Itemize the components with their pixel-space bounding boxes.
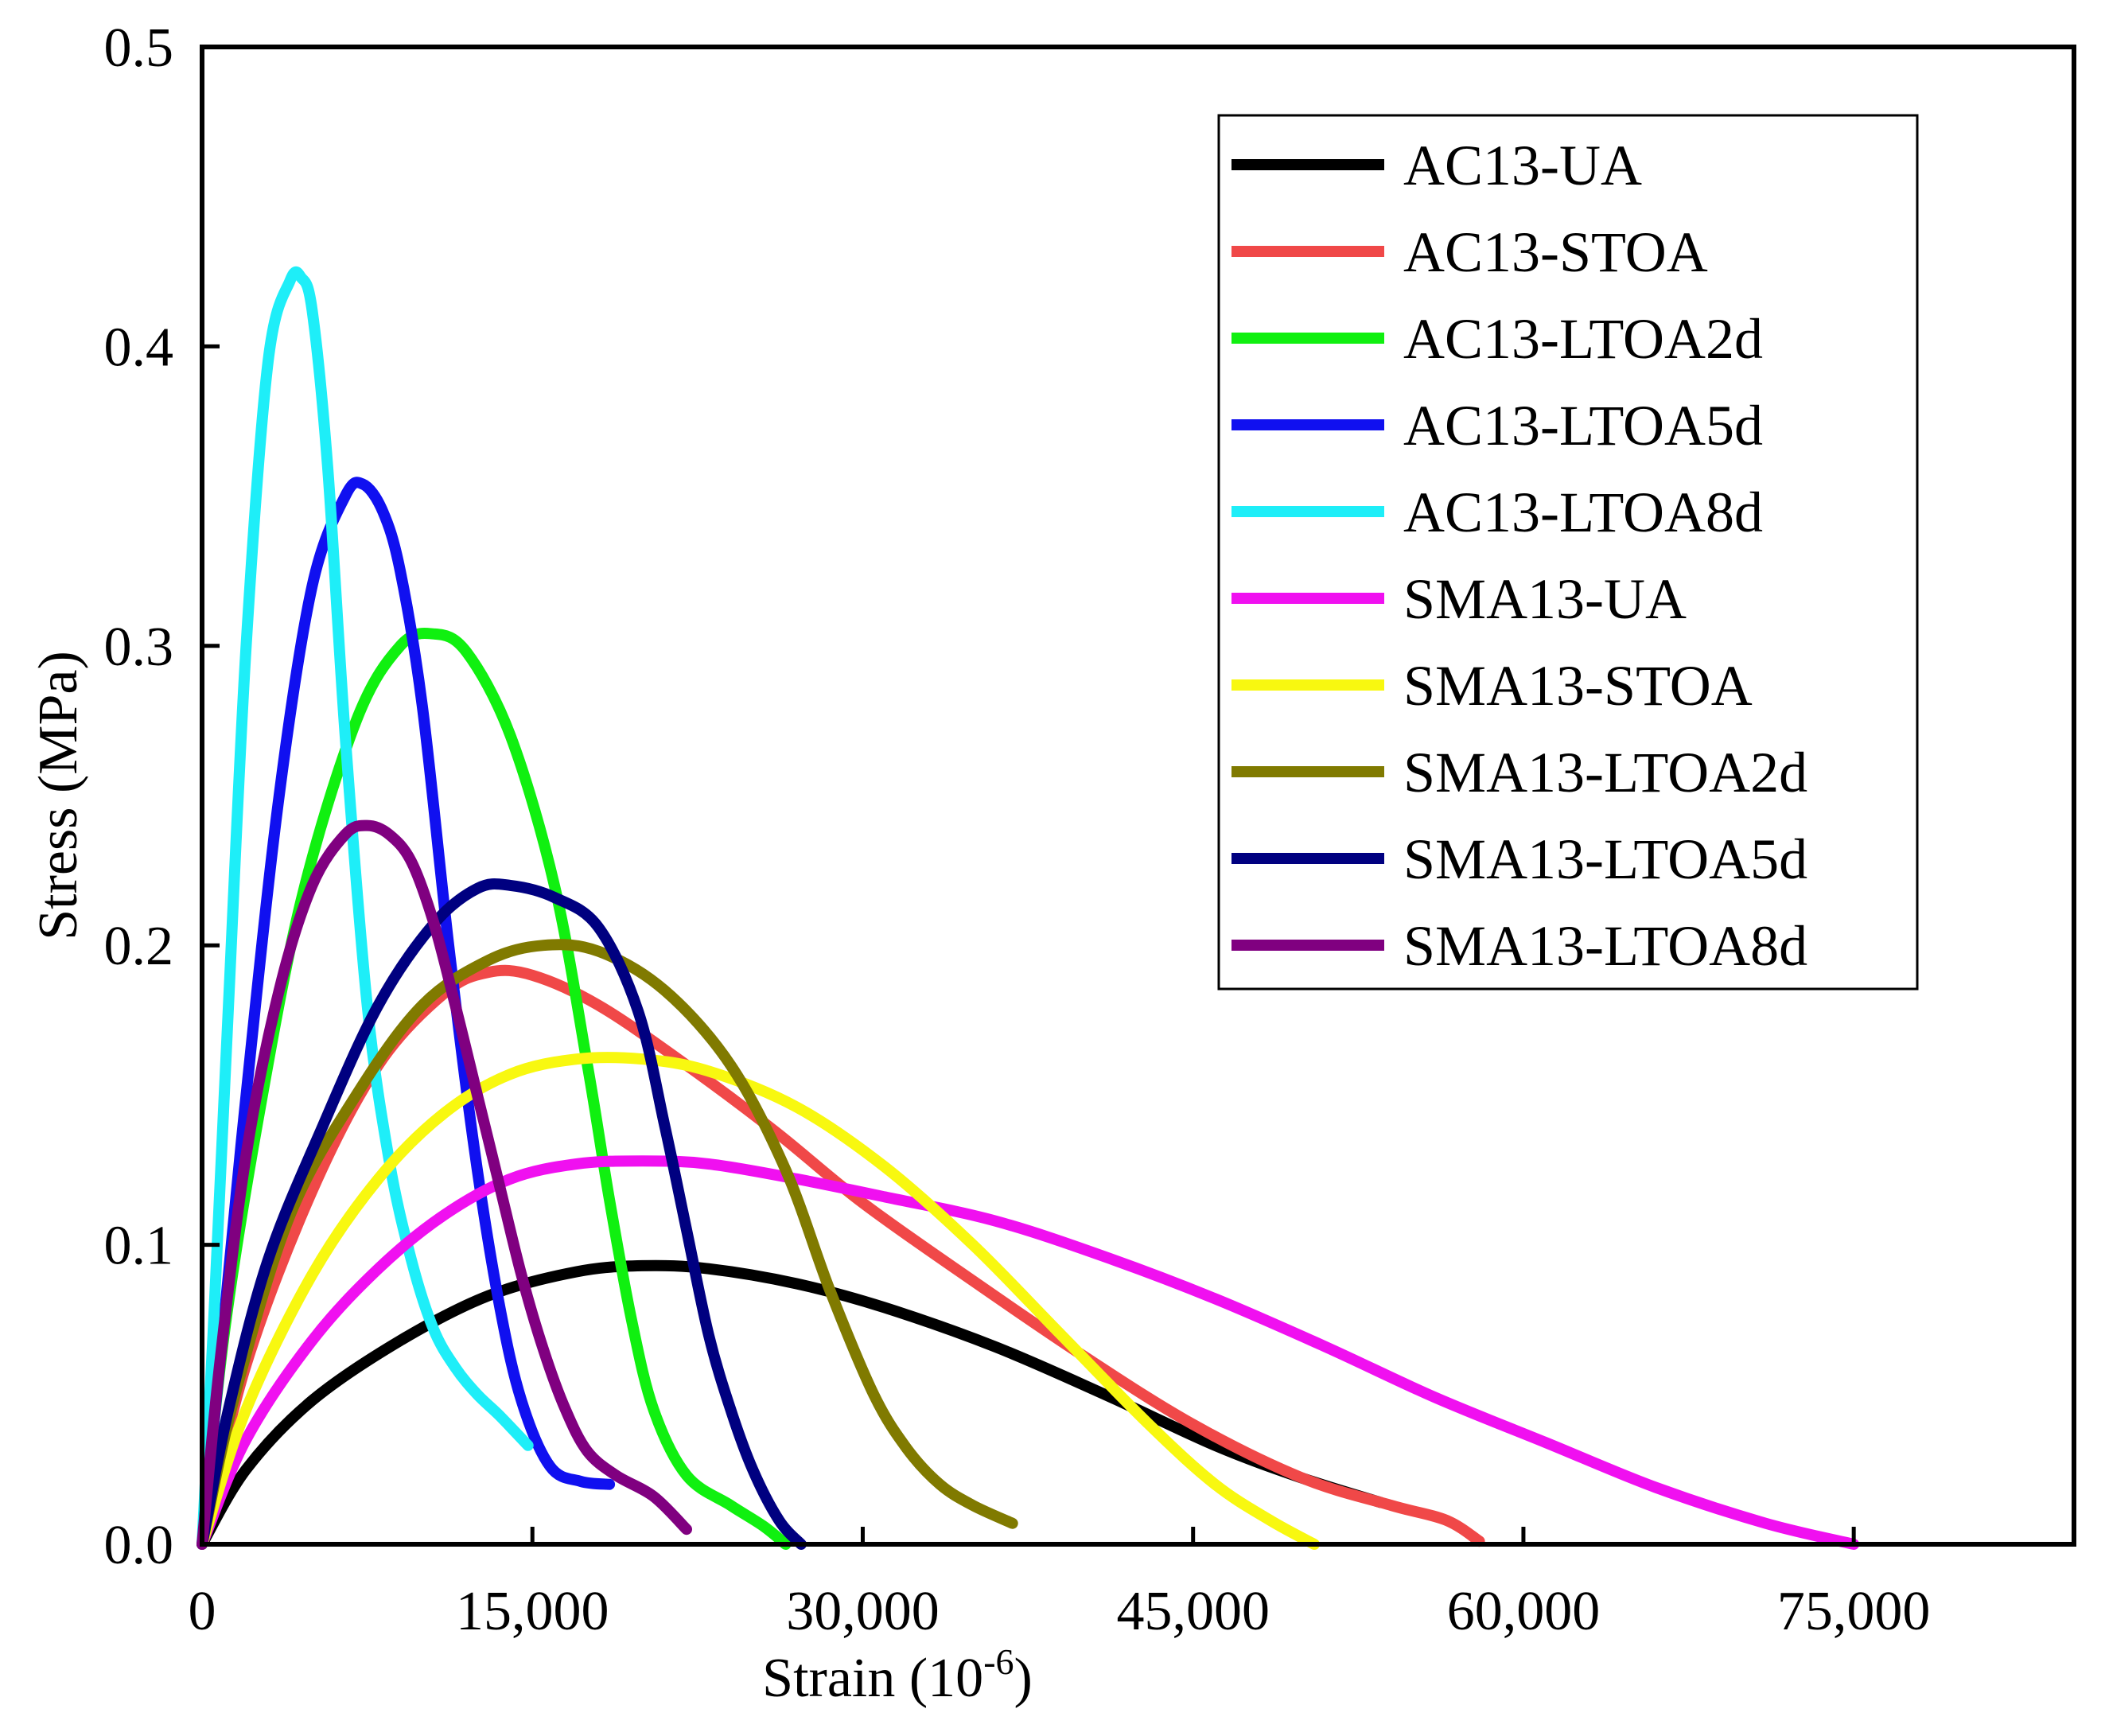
ticks-layer: 0 15,000 30,000 45,000 60,000 75,000 0.0 0.1 0.2… <box>104 18 1931 1642</box>
legend-box <box>1217 114 1919 991</box>
legend-label-ac13-ltoa5d: AC13-LTOA5d <box>1403 394 1763 457</box>
y-tick-label: 0.0 <box>104 1515 174 1576</box>
series-line-sma13-stoa <box>196 1052 1320 1550</box>
x-tick-label: 60,000 <box>1447 1581 1601 1642</box>
legend-label-ac13-ua: AC13-UA <box>1403 134 1642 197</box>
y-tick-label: 0.3 <box>104 617 174 678</box>
series-line-ac13-stoa <box>196 964 1485 1550</box>
legend-label-ac13-ltoa2d: AC13-LTOA2d <box>1403 307 1763 371</box>
y-tick-label: 0.4 <box>104 317 174 378</box>
series-line-ac13-ltoa5d <box>196 477 616 1550</box>
x-tick-label: 75,000 <box>1777 1581 1931 1642</box>
x-tick-label: 45,000 <box>1116 1581 1270 1642</box>
x-tick-label: 0 <box>189 1581 216 1642</box>
legend-label-sma13-ltoa2d: SMA13-LTOA2d <box>1403 741 1807 804</box>
series-line-sma13-ltoa5d <box>196 878 807 1550</box>
y-tick-label: 0.2 <box>104 916 174 977</box>
y-tick-label: 0.5 <box>104 18 174 79</box>
y-axis-title: Stress (MPa) <box>28 651 89 940</box>
legend-label-ac13-stoa: AC13-STOA <box>1403 220 1708 284</box>
plot-area-frame <box>200 45 2076 1547</box>
legend-label-sma13-ltoa8d: SMA13-LTOA8d <box>1403 914 1807 978</box>
series-layer <box>196 266 1860 1550</box>
series-line-sma13-ua <box>196 1155 1860 1550</box>
legend-label-ac13-ltoa8d: AC13-LTOA8d <box>1403 481 1763 544</box>
series-line-ac13-ltoa2d <box>196 627 792 1550</box>
series-line-sma13-ltoa8d <box>196 819 692 1550</box>
legend-label-sma13-ltoa5d: SMA13-LTOA5d <box>1403 827 1807 891</box>
x-tick-label: 30,000 <box>786 1581 940 1642</box>
legend-label-sma13-ua: SMA13-UA <box>1403 567 1687 631</box>
legend: AC13-UA AC13-STOA AC13-LTOA2d AC13-LTOA5d AC… <box>1217 114 1919 991</box>
x-axis-title: Strain (10-6) <box>762 1641 1033 1709</box>
series-line-ac13-ua <box>196 1259 1386 1550</box>
y-tick-label: 0.1 <box>104 1216 174 1277</box>
x-tick-label: 15,000 <box>456 1581 609 1642</box>
series-line-ac13-ltoa8d <box>196 266 534 1550</box>
legend-label-sma13-stoa: SMA13-STOA <box>1403 654 1753 718</box>
